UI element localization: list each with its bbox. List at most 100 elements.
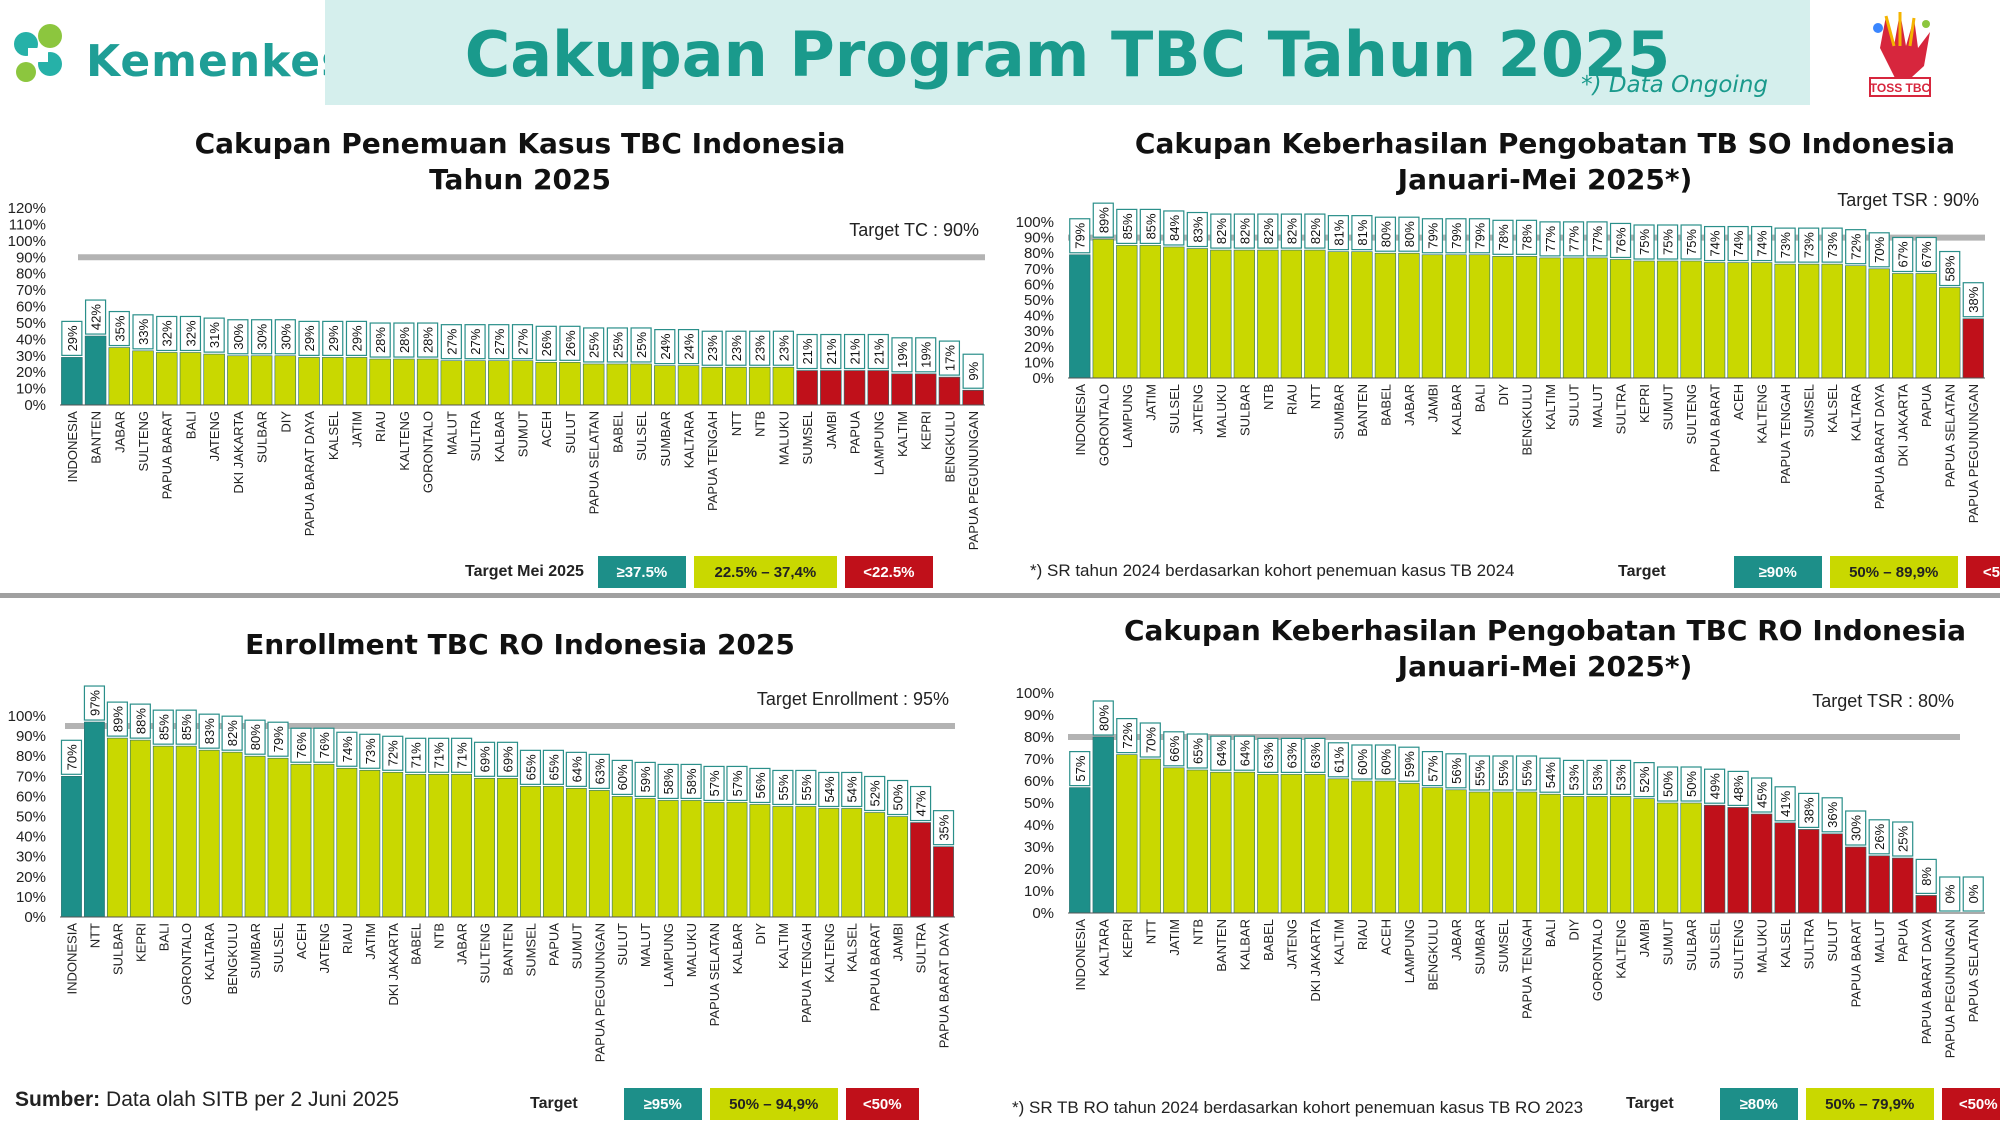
chart3-data-label: 69% (496, 741, 519, 777)
chart2-data-label-text: 78% (1520, 224, 1535, 250)
chart4-data-label: 41% (1774, 786, 1796, 822)
chart1-data-label: 21% (820, 333, 842, 370)
chart1-category-label: NTT (729, 411, 744, 436)
chart4-data-label: 55% (1492, 755, 1514, 791)
chart3-data-label-text: 50% (891, 784, 906, 810)
chart1-data-label-text: 23% (729, 335, 744, 361)
chart4-data-label: 57% (1421, 750, 1444, 787)
chart3-data-label: 82% (221, 715, 243, 751)
chart1-data-label-box (440, 324, 462, 360)
chart3-data-label-text: 71% (432, 742, 447, 768)
chart4-category-label: KALTENG (1614, 919, 1629, 979)
chart4-data-label-text: 49% (1708, 773, 1723, 799)
chart4-data-label-text: 63% (1261, 742, 1276, 768)
chart2-category-label: NTB (1261, 384, 1276, 410)
chart1-data-label-text: 31% (207, 322, 222, 348)
chart2-data-label-text: 82% (1284, 218, 1299, 244)
chart4-data-label-text: 50% (1684, 771, 1699, 797)
chart4-data-label-text: 70% (1143, 727, 1158, 753)
chart4-data-label-box (1633, 761, 1655, 798)
chart1-data-label-text: 42% (89, 304, 104, 330)
toss-tbc-hand-icon: TOSS TBC (1869, 12, 1931, 97)
chart3-data-label-text: 72% (386, 740, 401, 766)
chart4-legend-mid: 50% – 79,9% (1805, 1088, 1934, 1120)
chart1-data-label-box (843, 333, 866, 370)
chart3-data-label: 83% (198, 713, 220, 749)
chart4-data-label-text: 26% (1872, 823, 1887, 849)
chart2-data-label: 75% (1633, 224, 1655, 260)
chart3-data-label: 47% (909, 785, 932, 822)
chart2-data-label-text: 74% (1708, 230, 1723, 256)
chart2-data-label-text: 82% (1214, 218, 1229, 244)
chart2-data-label-text: 84% (1167, 215, 1182, 241)
chart1-data-label: 30% (251, 319, 273, 355)
chart2-data-label-text: 81% (1355, 219, 1370, 245)
chart1-data-label-text: 24% (658, 333, 673, 359)
chart3-ro-enrollment: 0% 10% 20% 30% 40% 50% 60% 70% 80% 90% 100% Target … (8, 685, 955, 1062)
chart4-bar (1586, 796, 1608, 914)
chart1-legend-low: <22.5% (844, 556, 933, 588)
chart2-category-label: SUMUT (1661, 384, 1676, 430)
chart3-category-label: JATENG (317, 923, 332, 973)
chart2-category-label: BENGKULU (1520, 384, 1535, 456)
chart2-data-label-text: 82% (1308, 218, 1323, 244)
chart3-category-label: KALTENG (822, 923, 837, 983)
chart1-data-label-box (725, 330, 747, 366)
chart4-data-label-box (1257, 737, 1279, 774)
chart1-category-label: PAPUA SELATAN (587, 411, 602, 514)
chart4-data-label: 50% (1656, 766, 1679, 802)
chart2-data-label-box (1210, 213, 1232, 249)
chart4-data-label: 80% (1092, 700, 1114, 736)
chart4-category-label: PAPUA (1896, 919, 1911, 962)
chart3-ytick: 100% (8, 708, 46, 725)
chart1-data-label-text: 27% (516, 328, 531, 354)
chart2-ytick: 30% (1024, 323, 1054, 340)
chart3-category-label: KALTARA (202, 923, 217, 981)
chart2-category-label: KALBAR (1449, 384, 1464, 435)
chart3-category-label: JABAR (455, 923, 470, 965)
chart4-category-label: NTT (1143, 919, 1158, 944)
chart3-category-label: SUMBAR (248, 923, 263, 979)
chart4-title: Cakupan Keberhasilan Pengobatan TBC RO I… (1110, 613, 1980, 685)
chart2-data-label: 80% (1374, 216, 1397, 252)
chart4-data-label-text: 63% (1284, 742, 1299, 768)
chart1-ytick: 120% (8, 200, 46, 217)
chart1-data-label: 29% (61, 320, 83, 356)
chart2-data-label: 80% (1398, 216, 1420, 252)
chart4-category-label: PAPUA TENGAH (1520, 919, 1535, 1019)
chart2-category-label: PAPUA BARAT DAYA (1872, 384, 1887, 510)
chart1-data-label-box (251, 319, 273, 355)
chart1-data-label-text: 25% (634, 332, 649, 358)
chart1-data-label-text: 23% (753, 335, 768, 361)
chart3-data-label-box (588, 753, 610, 789)
chart4-data-label-text: 50% (1661, 771, 1676, 797)
chart3-category-label: PAPUA TENGAH (799, 923, 814, 1023)
chart3-data-label-text: 54% (845, 776, 860, 802)
chart3-category-label: JATIM (363, 923, 378, 960)
chart2-data-label-box (1374, 216, 1397, 252)
chart1-data-label: 30% (227, 319, 249, 355)
chart3-category-label: INDONESIA (64, 923, 79, 995)
chart4-data-label: 48% (1727, 770, 1749, 807)
chart1-data-label-box (227, 319, 249, 355)
chart1-data-label-box (369, 322, 391, 358)
chart1-data-label-text: 29% (302, 325, 317, 351)
chart1-data-label-box (179, 315, 202, 352)
chart3-category-label: DKI JAKARTA (386, 923, 401, 1006)
chart4-data-label: 36% (1821, 797, 1843, 833)
chart3-data-label: 72% (382, 735, 404, 771)
chart4-bar (1233, 771, 1255, 914)
chart4-bar (1374, 780, 1397, 914)
header-banner: Cakupan Program TBC Tahun 2025 *) Data O… (325, 0, 1810, 105)
chart2-data-label-text: 38% (1966, 286, 1981, 312)
chart2-ytick: 40% (1024, 308, 1054, 325)
chart1-data-label-box (393, 322, 415, 358)
chart1-data-label-text: 21% (848, 338, 863, 364)
chart3-data-label-box (359, 733, 381, 769)
chart2-category-label: RIAU (1284, 384, 1299, 415)
chart3-data-label: 35% (932, 810, 955, 846)
chart4-category-label: KALTARA (1096, 919, 1111, 977)
chart3-data-label: 50% (887, 779, 909, 816)
chart2-data-label: 83% (1186, 211, 1208, 248)
